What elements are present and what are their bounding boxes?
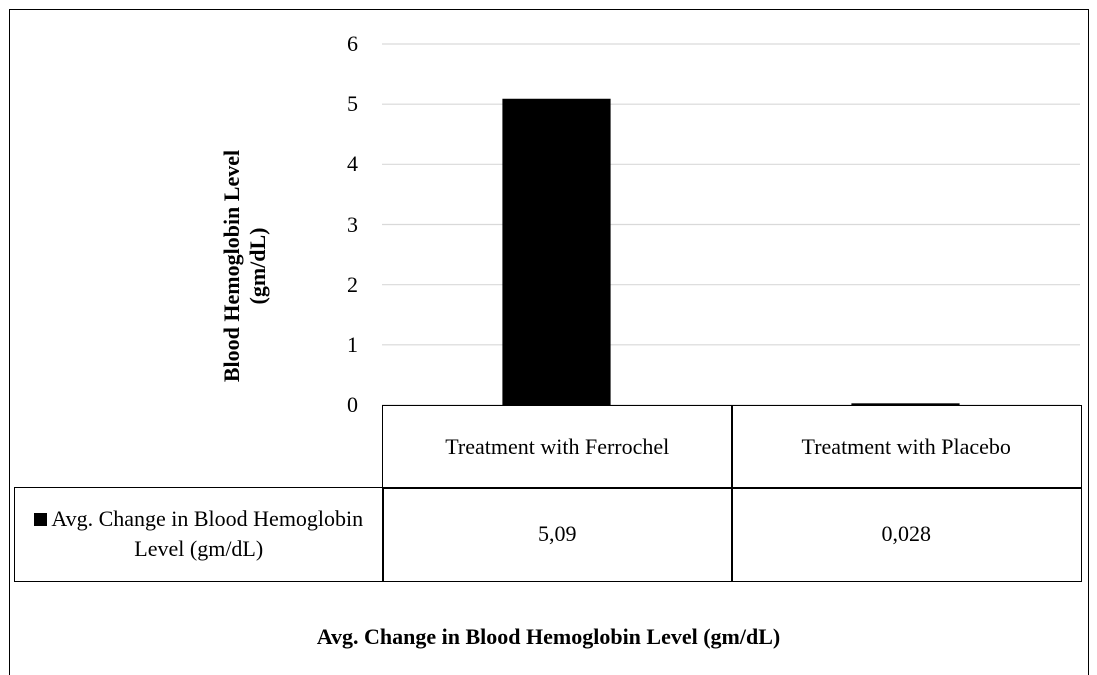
y-tick-label: 2 [347, 271, 358, 297]
chart-border [9, 9, 1089, 675]
table-value: 0,028 [731, 487, 1082, 582]
legend-entry: Avg. Change in Blood Hemoglobin Level (g… [19, 504, 379, 564]
x-tick-label: Treatment with Ferrochel [382, 405, 733, 489]
bar [851, 403, 960, 405]
y-tick-label: 0 [347, 392, 358, 417]
bar [502, 98, 611, 406]
y-tick-label: 4 [347, 151, 358, 177]
y-axis-label: Blood Hemoglobin Level (gm/dL) [219, 149, 270, 383]
legend-key [34, 513, 48, 527]
y-tick-label: 1 [347, 331, 358, 357]
table-value: 5,09 [382, 487, 733, 582]
y-tick-label: 3 [347, 211, 358, 237]
legend-cell: Avg. Change in Blood Hemoglobin Level (g… [14, 487, 384, 582]
y-tick-label: 6 [347, 31, 358, 56]
y-tick-label: 5 [347, 91, 358, 117]
legend-label: Avg. Change in Blood Hemoglobin Level (g… [51, 506, 364, 562]
x-tick-label: Treatment with Placebo [731, 405, 1082, 489]
chart-title: Avg. Change in Blood Hemoglobin Level (g… [316, 624, 781, 649]
